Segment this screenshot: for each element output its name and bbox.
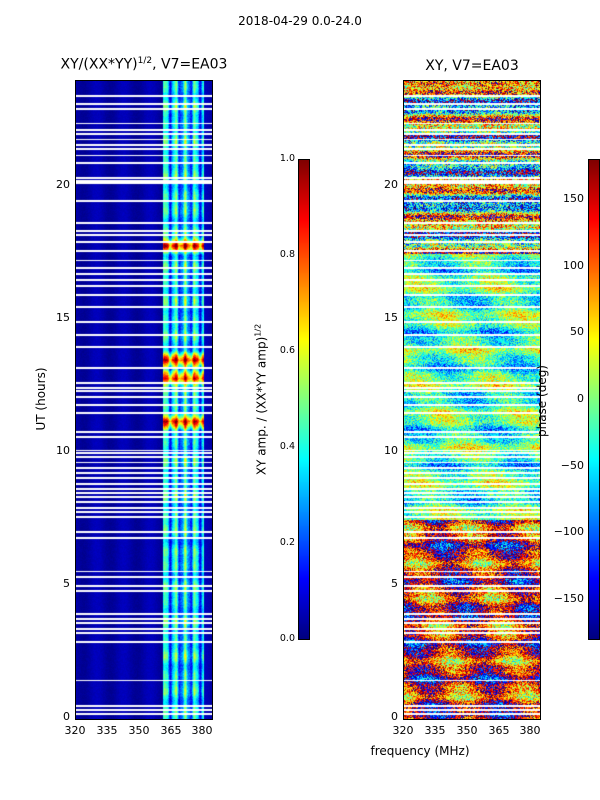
amp-title-tail: , V7=EA03 bbox=[152, 56, 228, 73]
phase-y-tick: 10 bbox=[384, 444, 398, 457]
x-axis-label: frequency (MHz) bbox=[370, 744, 470, 758]
amp-y-tick: 5 bbox=[63, 577, 70, 590]
phase-cbar-tick: −50 bbox=[560, 459, 584, 472]
phase-cbar-tick: 50 bbox=[570, 325, 584, 338]
amp-y-tick: 20 bbox=[56, 178, 70, 191]
amp-heatmap-frame bbox=[75, 80, 213, 720]
phase-colorbar bbox=[588, 159, 600, 640]
amp-x-tick: 320 bbox=[64, 724, 86, 737]
amp-cbar-tick: 0.8 bbox=[279, 249, 295, 260]
phase-y-tick: 20 bbox=[384, 178, 398, 191]
amp-colorbar-label-sup: 1/2 bbox=[253, 323, 263, 337]
phase-heatmap-frame bbox=[403, 80, 541, 720]
phase-y-tick: 15 bbox=[384, 311, 398, 324]
phase-x-tick: 335 bbox=[424, 724, 446, 737]
phase-x-tick: 380 bbox=[519, 724, 541, 737]
figure-title: 2018-04-29 0.0-24.0 bbox=[238, 14, 362, 28]
amp-title-sup: 1/2 bbox=[137, 56, 153, 66]
phase-heatmap bbox=[404, 81, 540, 719]
phase-cbar-tick: −100 bbox=[553, 525, 584, 538]
amp-plot-title: XY/(XX*YY)1/2, V7=EA03 bbox=[44, 56, 244, 73]
amp-x-tick: 380 bbox=[191, 724, 213, 737]
phase-colorbar-gradient bbox=[589, 160, 599, 639]
amp-y-axis-label: UT (hours) bbox=[34, 367, 48, 431]
amp-x-tick: 350 bbox=[128, 724, 150, 737]
phase-y-tick: 0 bbox=[391, 710, 398, 723]
amp-colorbar-label-text: XY amp. / (XX*YY amp) bbox=[254, 336, 269, 476]
amp-colorbar-gradient bbox=[299, 160, 309, 639]
amp-cbar-tick: 0.2 bbox=[279, 537, 295, 548]
phase-colorbar-label: phase (deg) bbox=[535, 365, 549, 438]
amp-y-tick: 10 bbox=[56, 444, 70, 457]
amp-cbar-tick: 0.6 bbox=[279, 345, 295, 356]
phase-cbar-tick: 150 bbox=[563, 192, 584, 205]
amp-cbar-tick: 1.0 bbox=[279, 153, 295, 164]
amp-cbar-tick: 0.0 bbox=[279, 633, 295, 644]
phase-cbar-tick: −150 bbox=[553, 592, 584, 605]
phase-cbar-tick: 0 bbox=[577, 392, 584, 405]
phase-x-tick: 350 bbox=[456, 724, 478, 737]
phase-plot-title: XY, V7=EA03 bbox=[425, 58, 519, 74]
amp-y-tick: 15 bbox=[56, 311, 70, 324]
amp-x-tick: 335 bbox=[96, 724, 118, 737]
amp-colorbar bbox=[298, 159, 310, 640]
amp-x-tick: 365 bbox=[160, 724, 182, 737]
phase-x-tick: 320 bbox=[392, 724, 414, 737]
amp-title-main: XY/(XX*YY) bbox=[60, 56, 138, 73]
amp-cbar-tick: 0.4 bbox=[279, 441, 295, 452]
amp-heatmap bbox=[76, 81, 212, 719]
phase-cbar-tick: 100 bbox=[563, 259, 584, 272]
phase-y-tick: 5 bbox=[391, 577, 398, 590]
phase-x-tick: 365 bbox=[488, 724, 510, 737]
amp-colorbar-label: XY amp. / (XX*YY amp)1/2 bbox=[254, 315, 269, 485]
amp-y-tick: 0 bbox=[63, 710, 70, 723]
